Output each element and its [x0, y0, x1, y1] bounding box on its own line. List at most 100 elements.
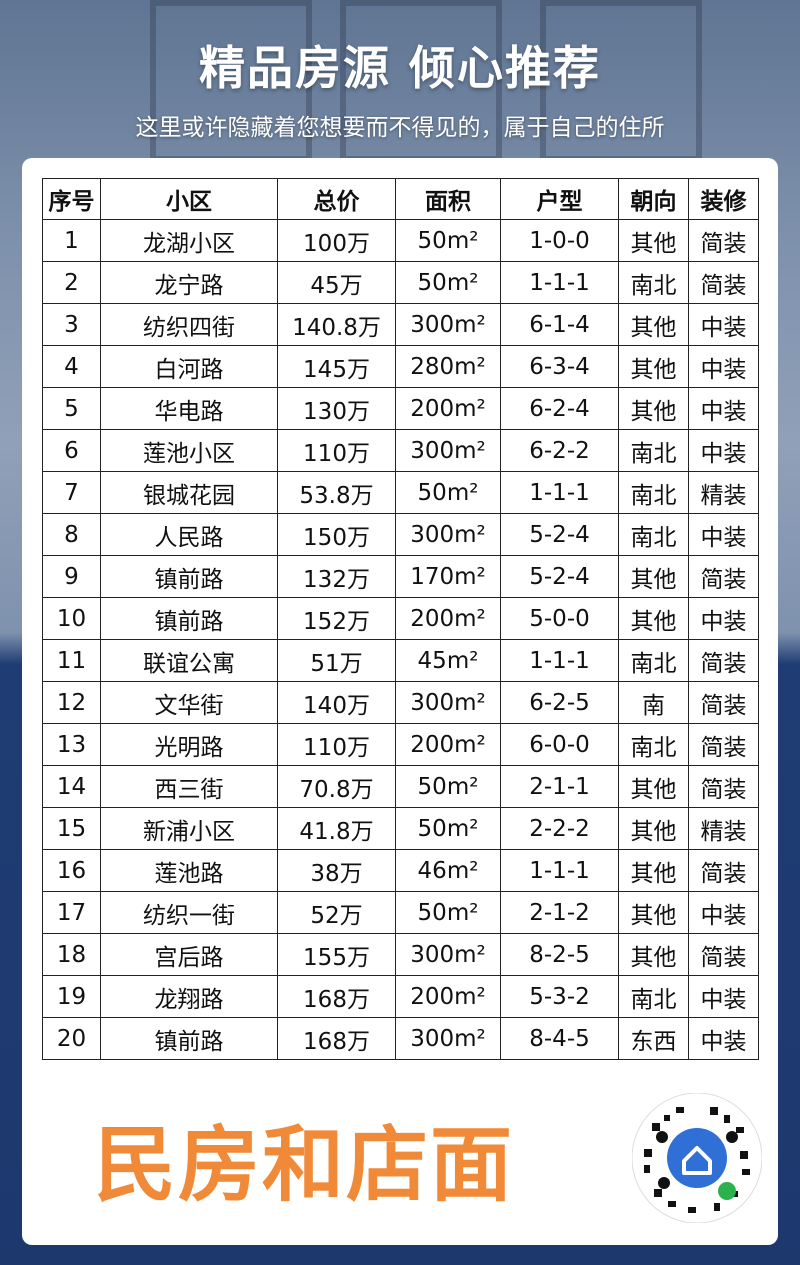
table-cell: 精装	[688, 471, 759, 514]
table-row: 9 镇前路 132万 170m² 5-2-4 其他 简装	[42, 555, 759, 598]
table-row: 2 龙宁路 45万 50m² 1-1-1 南北 简装	[42, 261, 759, 304]
table-cell: 其他	[618, 303, 689, 346]
header-cell: 装修	[688, 178, 759, 220]
table-cell: 46m²	[395, 849, 501, 892]
table-cell: 10	[42, 597, 101, 640]
table-cell: 1-0-0	[500, 219, 619, 262]
table-cell: 简装	[688, 765, 759, 808]
table-row: 1 龙湖小区 100万 50m² 1-0-0 其他 简装	[42, 219, 759, 262]
table-cell: 光明路	[100, 723, 278, 766]
table-cell: 宫后路	[100, 933, 278, 976]
table-cell: 14	[42, 765, 101, 808]
table-cell: 其他	[618, 387, 689, 430]
table-cell: 145万	[277, 345, 396, 388]
table-cell: 100万	[277, 219, 396, 262]
table-row: 4 白河路 145万 280m² 6-3-4 其他 中装	[42, 345, 759, 388]
header-row: 序号 小区 总价 面积 户型 朝向 装修	[42, 178, 759, 220]
table-cell: 简装	[688, 681, 759, 724]
table-cell: 2-1-2	[500, 891, 619, 934]
table-cell: 1	[42, 219, 101, 262]
table-cell: 华电路	[100, 387, 278, 430]
table-cell: 16	[42, 849, 101, 892]
table-cell: 1-1-1	[500, 261, 619, 304]
table-cell: 140万	[277, 681, 396, 724]
mini-program-icon	[718, 1182, 736, 1200]
table-row: 15 新浦小区 41.8万 50m² 2-2-2 其他 精装	[42, 807, 759, 850]
table-cell: 12	[42, 681, 101, 724]
table-row: 3 纺织四街 140.8万 300m² 6-1-4 其他 中装	[42, 303, 759, 346]
qr-logo	[667, 1128, 727, 1188]
table-cell: 17	[42, 891, 101, 934]
table-cell: 8	[42, 513, 101, 556]
table-row: 16 莲池路 38万 46m² 1-1-1 其他 简装	[42, 849, 759, 892]
table-cell: 20	[42, 1017, 101, 1060]
table-cell: 简装	[688, 849, 759, 892]
table-cell: 52万	[277, 891, 396, 934]
table-row: 13 光明路 110万 200m² 6-0-0 南北 简装	[42, 723, 759, 766]
table-cell: 莲池小区	[100, 429, 278, 472]
table-row: 19 龙翔路 168万 200m² 5-3-2 南北 中装	[42, 975, 759, 1018]
header-cell: 朝向	[618, 178, 689, 220]
table-cell: 155万	[277, 933, 396, 976]
table-cell: 300m²	[395, 933, 501, 976]
table-cell: 51万	[277, 639, 396, 682]
table-cell: 152万	[277, 597, 396, 640]
table-row: 11 联谊公寓 51万 45m² 1-1-1 南北 简装	[42, 639, 759, 682]
table-cell: 150万	[277, 513, 396, 556]
table-cell: 8-2-5	[500, 933, 619, 976]
table-cell: 中装	[688, 597, 759, 640]
table-cell: 110万	[277, 723, 396, 766]
table-cell: 纺织四街	[100, 303, 278, 346]
table-cell: 50m²	[395, 261, 501, 304]
table-cell: 200m²	[395, 975, 501, 1018]
table-cell: 1-1-1	[500, 849, 619, 892]
subtitle: 这里或许隐藏着您想要而不得见的，属于自己的住所	[135, 115, 665, 141]
table-cell: 110万	[277, 429, 396, 472]
table-cell: 300m²	[395, 681, 501, 724]
table-cell: 龙宁路	[100, 261, 278, 304]
table-cell: 6-2-2	[500, 429, 619, 472]
table-cell: 简装	[688, 639, 759, 682]
footer-text: 民房和店面	[94, 1118, 515, 1213]
table-cell: 170m²	[395, 555, 501, 598]
table-cell: 50m²	[395, 891, 501, 934]
table-row: 8 人民路 150万 300m² 5-2-4 南北 中装	[42, 513, 759, 556]
table-cell: 2-1-1	[500, 765, 619, 808]
header-cell: 面积	[395, 178, 501, 220]
table-cell: 50m²	[395, 219, 501, 262]
table-cell: 中装	[688, 1017, 759, 1060]
header-cell: 小区	[100, 178, 278, 220]
table-cell: 6-0-0	[500, 723, 619, 766]
table-cell: 50m²	[395, 765, 501, 808]
table-cell: 45m²	[395, 639, 501, 682]
table-cell: 300m²	[395, 303, 501, 346]
table-cell: 53.8万	[277, 471, 396, 514]
qr-code[interactable]	[632, 1093, 762, 1223]
table-cell: 简装	[688, 723, 759, 766]
table-cell: 中装	[688, 387, 759, 430]
table-cell: 2-2-2	[500, 807, 619, 850]
header-cell: 序号	[42, 178, 101, 220]
table-cell: 中装	[688, 345, 759, 388]
table-cell: 4	[42, 345, 101, 388]
table-cell: 新浦小区	[100, 807, 278, 850]
table-cell: 38万	[277, 849, 396, 892]
table-cell: 人民路	[100, 513, 278, 556]
header-cell: 总价	[277, 178, 396, 220]
table-cell: 中装	[688, 513, 759, 556]
table-cell: 镇前路	[100, 555, 278, 598]
table-cell: 其他	[618, 765, 689, 808]
table-row: 14 西三街 70.8万 50m² 2-1-1 其他 简装	[42, 765, 759, 808]
table-cell: 13	[42, 723, 101, 766]
table-cell: 白河路	[100, 345, 278, 388]
header-cell: 户型	[500, 178, 619, 220]
table-row: 7 银城花园 53.8万 50m² 1-1-1 南北 精装	[42, 471, 759, 514]
table-cell: 中装	[688, 303, 759, 346]
table-cell: 11	[42, 639, 101, 682]
table-cell: 其他	[618, 345, 689, 388]
table-cell: 其他	[618, 807, 689, 850]
table-cell: 中装	[688, 891, 759, 934]
table-cell: 168万	[277, 975, 396, 1018]
table-cell: 镇前路	[100, 597, 278, 640]
